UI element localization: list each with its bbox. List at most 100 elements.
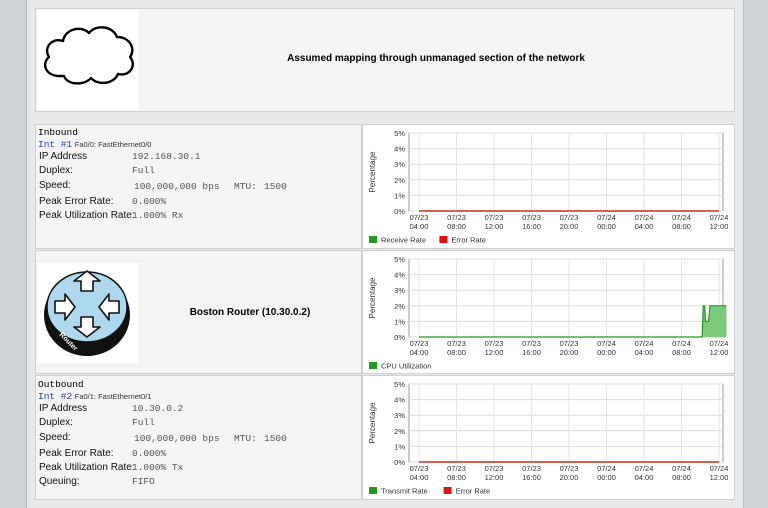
- inbound-chart-panel: 0% 1% 2% 3% 4% 5% 07/23 04:00 07/23 08:00 07/23 12:…: [362, 124, 735, 249]
- router-title: Boston Router (10.30.0.2): [189, 307, 311, 318]
- cloud-icon: [44, 26, 134, 85]
- chart-x-tick-label: 20:00: [560, 348, 579, 357]
- chart-y-tick-label: 1%: [394, 191, 405, 200]
- inbound-duplex-label: Duplex:: [39, 165, 73, 176]
- chart-x-tick-label: 07/24: [672, 213, 691, 222]
- chart-legend-label: CPU Utilization: [381, 362, 431, 371]
- outbound-duplex-label: Duplex:: [39, 417, 73, 428]
- chart-x-tick-label: 16:00: [522, 348, 541, 357]
- outbound-mtu-label: MTU:: [234, 433, 257, 444]
- chart-y-tick-label: 2%: [394, 302, 405, 311]
- inbound-speed-label: Speed:: [39, 180, 71, 191]
- inbound-chart: 0%1%2%3%4%5%07/2304:0007/2308:0007/2312:…: [368, 129, 729, 245]
- chart-y-tick-label: 0%: [394, 333, 405, 342]
- chart-x-tick-label: 07/23: [485, 464, 504, 473]
- chart-x-tick-label: 07/23: [560, 213, 579, 222]
- chart-legend-label: Error Rate: [456, 487, 491, 496]
- inbound-ip-label: IP Address: [39, 151, 88, 162]
- chart-legend-label: Error Rate: [451, 236, 486, 245]
- cloud-icon-box: [37, 10, 138, 110]
- outbound-chart-panel: 0% 1% 2% 3% 4% 5% 07/23 04:00 07/23 08:00 07/23 12:…: [362, 375, 735, 500]
- inbound-interface-number[interactable]: Int #1: [38, 139, 73, 150]
- chart-x-tick-label: 07/23: [522, 339, 541, 348]
- inbound-ip-value: 192.168.30.1: [132, 151, 201, 162]
- chart-x-tick-label: 07/24: [635, 339, 654, 348]
- outbound-details: Outbound Int #2 Fa0/1: FastEthernet0/1 I…: [35, 375, 362, 500]
- chart-legend-swatch: [439, 236, 448, 243]
- chart-y-tick-label: 2%: [394, 427, 405, 436]
- chart-y-tick-label: 1%: [394, 317, 405, 326]
- chart-legend-swatch: [369, 487, 377, 494]
- chart-legend-label: Receive Rate: [381, 236, 426, 245]
- chart-x-tick-label: 12:00: [710, 473, 729, 482]
- chart-x-tick-label: 08:00: [447, 222, 466, 231]
- cpu-chart-panel: 0% 1% 2% 3% 4% 5% 07/23 04:00 07/23 08:00 07/23 12:…: [362, 250, 735, 374]
- chart-x-tick-label: 12:00: [710, 222, 729, 231]
- chart-x-tick-label: 07/24: [597, 339, 616, 348]
- chart-x-tick-label: 12:00: [485, 348, 504, 357]
- chart-y-tick-label: 5%: [394, 255, 405, 264]
- outbound-queuing-value: FIFO: [132, 476, 155, 487]
- chart-x-tick-label: 04:00: [410, 348, 429, 357]
- chart-x-tick-label: 00:00: [597, 473, 616, 482]
- chart-x-tick-label: 07/23: [410, 339, 429, 348]
- chart-y-tick-label: 3%: [394, 286, 405, 295]
- chart-x-tick-label: 08:00: [672, 473, 691, 482]
- inbound-peak-error-value: 0.000%: [132, 196, 167, 207]
- chart-legend-swatch: [369, 362, 377, 369]
- chart-x-tick-label: 20:00: [560, 473, 579, 482]
- chart-x-tick-label: 07/24: [597, 464, 616, 473]
- chart-x-tick-label: 07/24: [672, 464, 691, 473]
- chart-x-tick-label: 12:00: [485, 222, 504, 231]
- router-icon: Router: [44, 270, 130, 356]
- inbound-details: Inbound Int #1 Fa0/0: FastEthernet0/0 IP…: [35, 124, 362, 249]
- chart-x-tick-label: 07/23: [410, 213, 429, 222]
- inbound-speed-value: 100,000,000 bps: [134, 181, 220, 192]
- chart-x-tick-label: 04:00: [410, 473, 429, 482]
- router-icon-box: Router: [37, 263, 138, 363]
- cloud-message: Assumed mapping through unmanaged sectio…: [287, 53, 585, 64]
- chart-y-tick-label: 5%: [394, 129, 405, 138]
- chart-x-tick-label: 08:00: [672, 222, 691, 231]
- outbound-interface-number[interactable]: Int #2: [38, 391, 73, 402]
- chart-x-tick-label: 04:00: [410, 222, 429, 231]
- inbound-duplex-value: Full: [132, 165, 155, 176]
- chart-x-tick-label: 00:00: [597, 222, 616, 231]
- outbound-speed-value: 100,000,000 bps: [134, 433, 220, 444]
- chart-legend-label: Transmit Rate: [381, 487, 428, 496]
- inbound-interface-desc: Fa0/0: FastEthernet0/0: [74, 140, 152, 149]
- outbound-duplex-value: Full: [132, 417, 155, 428]
- chart-x-tick-label: 16:00: [522, 473, 541, 482]
- chart-y-tick-label: 0%: [394, 458, 405, 467]
- outbound-peak-error-value: 0.000%: [132, 448, 167, 459]
- chart-x-tick-label: 20:00: [560, 222, 579, 231]
- chart-y-axis-label: Percentage: [368, 277, 377, 318]
- chart-x-tick-label: 07/23: [447, 464, 466, 473]
- chart-x-tick-label: 07/23: [522, 464, 541, 473]
- chart-y-axis-label: Percentage: [368, 151, 377, 192]
- chart-plot-area: [408, 383, 724, 463]
- chart-plot-area: [408, 132, 724, 212]
- chart-x-tick-label: 04:00: [635, 222, 654, 231]
- inbound-peak-util-label: Peak Utilization Rate:: [39, 210, 135, 221]
- chart-x-tick-label: 07/23: [447, 213, 466, 222]
- chart-y-axis-label: Percentage: [368, 402, 377, 443]
- chart-x-tick-label: 07/23: [560, 464, 579, 473]
- chart-x-tick-label: 08:00: [672, 348, 691, 357]
- chart-x-tick-label: 07/24: [635, 464, 654, 473]
- chart-y-tick-label: 5%: [394, 380, 405, 389]
- chart-series-line: [419, 305, 727, 338]
- chart-y-tick-label: 4%: [394, 145, 405, 154]
- chart-y-tick-label: 3%: [394, 411, 405, 420]
- chart-x-tick-label: 07/24: [635, 213, 654, 222]
- chart-y-tick-label: 1%: [394, 442, 405, 451]
- chart-x-tick-label: 07/23: [485, 339, 504, 348]
- outbound-speed-label: Speed:: [39, 432, 71, 443]
- main-frame: Assumed mapping through unmanaged sectio…: [26, 0, 744, 508]
- cloud-section: Assumed mapping through unmanaged sectio…: [35, 8, 735, 112]
- chart-x-tick-label: 04:00: [635, 348, 654, 357]
- chart-x-tick-label: 07/24: [710, 213, 729, 222]
- inbound-peak-error-label: Peak Error Rate:: [39, 196, 114, 207]
- chart-x-tick-label: 12:00: [710, 348, 729, 357]
- chart-x-tick-label: 07/23: [522, 213, 541, 222]
